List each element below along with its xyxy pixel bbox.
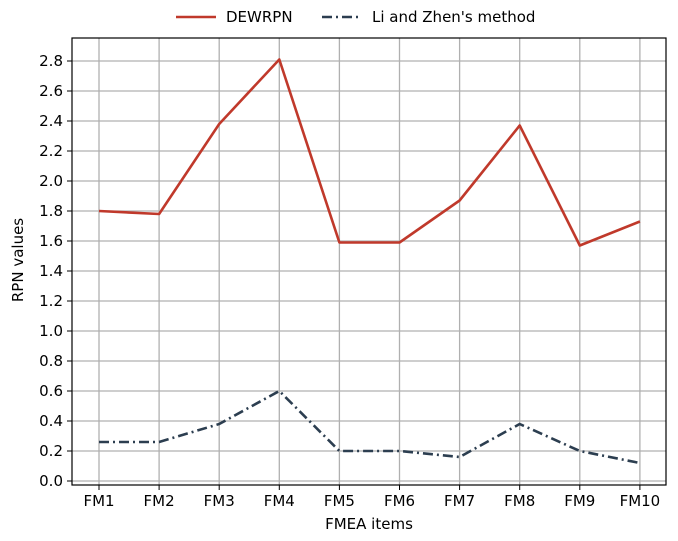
y-tick-label: 2.2	[39, 142, 63, 160]
series-line-0	[98, 58, 641, 247]
x-tick-label: FM7	[444, 492, 475, 510]
y-tick-label: 2.8	[39, 52, 63, 70]
y-tick-label: 0.8	[39, 352, 63, 370]
series-line-1	[99, 389, 641, 465]
y-axis-label: RPN values	[9, 218, 27, 302]
plot-frame	[71, 37, 667, 486]
y-tick-label: 1.0	[39, 322, 63, 340]
y-tick-label: 0.6	[39, 382, 63, 400]
y-tick-label: 0.4	[39, 412, 63, 430]
grid-lines	[72, 38, 666, 485]
y-tick-label: 2.0	[39, 172, 63, 190]
x-tick-label: FM8	[504, 492, 535, 510]
x-tick-label: FM5	[324, 492, 355, 510]
legend: DEWRPN Li and Zhen's method	[176, 8, 535, 26]
x-tick-label: FM10	[620, 492, 661, 510]
y-tick-label: 1.6	[39, 232, 63, 250]
x-tick-label: FM9	[564, 492, 595, 510]
x-axis-ticks: FM1 FM2 FM3 FM4 FM5 FM6 FM7 FM8 FM9 FM10	[83, 485, 660, 510]
x-tick-label: FM2	[144, 492, 175, 510]
y-tick-label: 2.6	[39, 82, 63, 100]
y-axis-ticks: 0.0 0.2 0.4 0.6 0.8 1.0 1.2 1.4 1.6 1.8 2.0 2.2 2.4 2…	[39, 52, 72, 490]
y-tick-label: 0.2	[39, 442, 63, 460]
y-tick-label: 0.0	[39, 472, 63, 490]
legend-label-0: DEWRPN	[226, 8, 293, 26]
x-tick-label: FM4	[264, 492, 295, 510]
y-tick-label: 1.2	[39, 292, 63, 310]
series-lines	[98, 58, 641, 465]
x-tick-label: FM1	[83, 492, 114, 510]
legend-label-1: Li and Zhen's method	[372, 8, 535, 26]
y-tick-label: 2.4	[39, 112, 63, 130]
x-axis-label: FMEA items	[325, 515, 413, 533]
y-tick-label: 1.8	[39, 202, 63, 220]
y-tick-label: 1.4	[39, 262, 63, 280]
x-tick-label: FM3	[204, 492, 235, 510]
x-tick-label: FM6	[384, 492, 415, 510]
